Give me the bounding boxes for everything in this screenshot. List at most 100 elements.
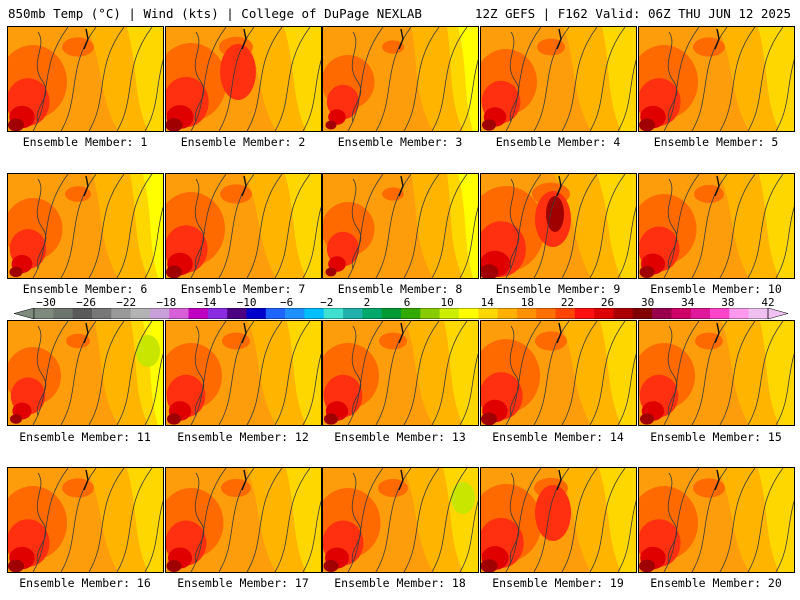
temperature-colorbar: −30 −26 −22 −18 −14 −10 −6 −2 2 6 10 14 18 22 26 30 34 38… [14,296,788,322]
colorbar-tick-label: 30 [641,296,655,309]
ensemble-member-map [638,320,795,426]
ensemble-member-map [7,173,164,279]
colorbar-tick-label: 2 [363,296,371,309]
colorbar-segment [169,308,189,319]
colorbar-segment [536,308,556,319]
colorbar-segment [594,308,614,319]
temperature-field [481,321,636,425]
ensemble-member-map [480,173,637,279]
colorbar-tick-label: −26 [76,296,97,309]
colorbar-tick-label: 22 [560,296,575,309]
colorbar-segment [497,308,518,319]
ensemble-member-map [322,26,479,132]
ensemble-member-label: Ensemble Member: 15 [650,430,782,444]
temperature-field [481,174,636,278]
header-title: 850mb Temp (°C) | Wind (kts) | College o… [8,6,422,21]
colorbar-tick-label: −6 [280,296,294,309]
ensemble-member-map [165,26,322,132]
colorbar-tick-label: 10 [440,296,454,309]
ensemble-member-map [165,320,322,426]
ensemble-member-map [322,173,479,279]
colorbar-tick-label: −2 [320,296,334,309]
ensemble-member-label: Ensemble Member: 12 [177,430,309,444]
ensemble-member-label: Ensemble Member: 9 [495,282,621,296]
temperature-field [639,27,794,131]
colorbar-segment [748,308,769,319]
colorbar-segment [439,308,460,319]
colorbar-segment [555,308,576,319]
colorbar-segment [690,308,711,319]
ensemble-member-map [480,320,637,426]
colorbar-tick-label: 42 [761,296,775,309]
ensemble-member-map [638,467,795,573]
colorbar-segment [458,308,479,319]
colorbar-segment [111,308,131,319]
colorbar-segment [710,308,730,319]
ensemble-member-label: Ensemble Member: 18 [334,576,466,590]
ensemble-member-label: Ensemble Member: 8 [337,282,463,296]
ensemble-member-label: Ensemble Member: 1 [22,135,148,149]
temperature-field [323,321,478,425]
colorbar-segment [149,308,170,319]
ensemble-member-label: Ensemble Member: 16 [19,576,151,590]
ensemble-member-map [165,467,322,573]
colorbar-segment [343,308,363,319]
colorbar-tick-label: 6 [403,296,411,309]
temperature-field [481,468,636,572]
colorbar-tick-label: 18 [520,296,534,309]
colorbar-segment [265,308,286,319]
colorbar-segment [632,308,653,319]
colorbar-tick-label: 34 [681,296,695,309]
ensemble-member-map [638,26,795,132]
colorbar-segment [381,308,402,319]
colorbar-segment [420,308,440,319]
temperature-field [8,321,163,425]
colorbar-segment [574,308,595,319]
colorbar-tick-label: −14 [196,296,217,309]
ensemble-member-label: Ensemble Member: 13 [334,430,466,444]
ensemble-member-label: Ensemble Member: 6 [22,282,148,296]
colorbar-strip [14,308,788,319]
colorbar-segment [478,308,498,319]
ensemble-member-label: Ensemble Member: 14 [492,430,624,444]
colorbar-segment [207,308,228,319]
colorbar-segment [72,308,93,319]
ensemble-member-label: Ensemble Member: 3 [337,135,463,149]
colorbar-tick-label: −10 [236,296,257,309]
colorbar-segment [652,308,672,319]
ensemble-member-map [638,173,795,279]
temperature-field [8,174,163,278]
colorbar-segment [34,308,54,319]
ensemble-member-map [480,467,637,573]
temperature-field [639,321,794,425]
ensemble-member-label: Ensemble Member: 10 [650,282,782,296]
colorbar-tick-label: −22 [116,296,137,309]
colorbar-high-arrow [767,308,788,319]
ensemble-member-label: Ensemble Member: 20 [650,576,782,590]
colorbar-low-arrow [14,308,35,319]
ensemble-member-map [7,467,164,573]
colorbar-segment [53,308,73,319]
temperature-field [639,174,794,278]
colorbar-segment [729,308,749,319]
ensemble-member-label: Ensemble Member: 4 [495,135,621,149]
colorbar-segment [130,308,151,319]
temperature-field [166,27,321,131]
ensemble-member-label: Ensemble Member: 5 [653,135,779,149]
colorbar-segment [227,308,247,319]
temperature-field [323,27,478,131]
temperature-field [323,468,478,572]
colorbar-segment [323,308,344,319]
temperature-field [166,468,321,572]
colorbar-segment [91,308,112,319]
ensemble-member-label: Ensemble Member: 17 [177,576,309,590]
colorbar-segment [401,308,421,319]
temperature-field [166,174,321,278]
ensemble-member-label: Ensemble Member: 2 [180,135,306,149]
ensemble-member-label: Ensemble Member: 19 [492,576,624,590]
ensemble-member-map [7,26,164,132]
colorbar-tick-label: −18 [156,296,177,309]
temperature-field [481,27,636,131]
colorbar-segment [362,308,382,319]
colorbar-tick-label: −30 [36,296,56,309]
